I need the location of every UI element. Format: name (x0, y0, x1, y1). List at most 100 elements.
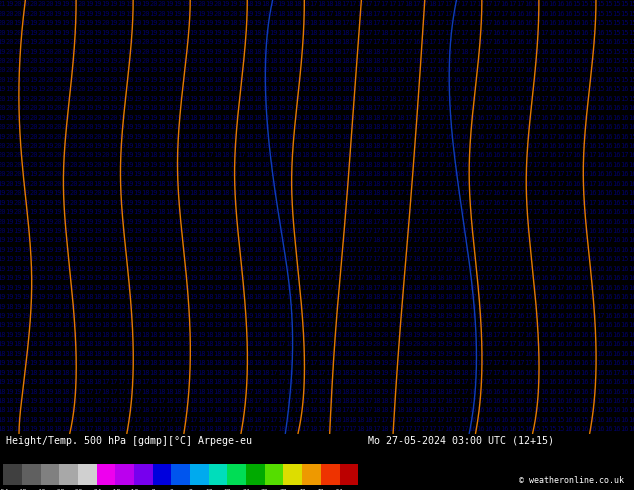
Text: 19: 19 (93, 58, 102, 64)
Text: 16: 16 (469, 86, 477, 92)
Text: 20: 20 (13, 77, 22, 83)
Text: 19: 19 (261, 20, 269, 26)
Text: 18: 18 (213, 379, 221, 385)
Text: 20: 20 (61, 124, 70, 130)
Text: 18: 18 (53, 332, 62, 338)
Text: 19: 19 (373, 369, 381, 376)
Text: 16: 16 (612, 247, 621, 253)
Text: 16: 16 (540, 389, 548, 394)
Text: 16: 16 (452, 134, 461, 140)
Text: 18: 18 (333, 1, 341, 7)
Text: 18: 18 (317, 407, 325, 414)
Text: 19: 19 (141, 219, 150, 224)
Text: 17: 17 (396, 190, 405, 196)
Text: 18: 18 (229, 199, 238, 206)
Text: 19: 19 (86, 162, 94, 168)
Text: 17: 17 (389, 30, 397, 36)
Text: 17: 17 (492, 322, 501, 328)
Text: 18: 18 (365, 143, 373, 149)
Text: 18: 18 (253, 379, 261, 385)
Text: 19: 19 (340, 152, 349, 158)
Text: 20: 20 (46, 39, 54, 45)
Text: 16: 16 (524, 11, 533, 17)
Text: 18: 18 (349, 134, 357, 140)
Text: 19: 19 (86, 1, 94, 7)
Text: 17: 17 (349, 285, 357, 291)
Text: 19: 19 (30, 199, 38, 206)
Text: 17: 17 (524, 247, 533, 253)
Text: 20: 20 (86, 181, 94, 187)
Text: 19: 19 (205, 285, 214, 291)
Text: 17: 17 (365, 30, 373, 36)
Text: 16: 16 (564, 11, 573, 17)
Text: 17: 17 (420, 275, 429, 281)
Text: 19: 19 (420, 313, 429, 319)
Text: 19: 19 (149, 199, 158, 206)
Text: 16: 16 (620, 426, 628, 432)
Text: 18: 18 (269, 181, 278, 187)
Text: 19: 19 (86, 68, 94, 74)
Text: 16: 16 (540, 77, 548, 83)
Text: 17: 17 (340, 256, 349, 262)
Text: 16: 16 (548, 313, 557, 319)
Text: 18: 18 (356, 426, 365, 432)
Text: 19: 19 (429, 360, 437, 366)
Text: 18: 18 (301, 181, 309, 187)
Text: 18: 18 (229, 303, 238, 310)
Text: 16: 16 (564, 1, 573, 7)
Text: 18: 18 (309, 96, 317, 102)
Text: 18: 18 (221, 143, 230, 149)
Text: 18: 18 (301, 199, 309, 206)
Text: 16: 16 (548, 143, 557, 149)
Text: 18: 18 (261, 96, 269, 102)
Text: 20: 20 (86, 77, 94, 83)
Text: 16: 16 (500, 369, 508, 376)
Text: 17: 17 (444, 20, 453, 26)
Text: 19: 19 (37, 322, 46, 328)
Text: 20: 20 (46, 134, 54, 140)
Text: 16: 16 (476, 39, 485, 45)
Text: 17: 17 (380, 247, 389, 253)
Text: 18: 18 (149, 152, 158, 158)
Text: 16: 16 (612, 407, 621, 414)
Text: 16: 16 (540, 275, 548, 281)
Text: 18: 18 (389, 162, 397, 168)
Text: 18: 18 (277, 143, 285, 149)
Text: 19: 19 (6, 369, 14, 376)
Text: 16: 16 (492, 199, 501, 206)
Text: 18: 18 (245, 351, 254, 357)
Text: 18: 18 (205, 417, 214, 423)
Text: 20: 20 (22, 152, 30, 158)
Text: 18: 18 (46, 332, 54, 338)
Text: 18: 18 (333, 389, 341, 394)
Text: 19: 19 (22, 407, 30, 414)
Text: 17: 17 (548, 115, 557, 121)
Text: 18: 18 (277, 313, 285, 319)
Text: 18: 18 (149, 360, 158, 366)
Text: 16: 16 (572, 86, 581, 92)
Text: 19: 19 (109, 172, 118, 177)
Text: 17: 17 (508, 285, 517, 291)
Text: 20: 20 (0, 228, 6, 234)
Text: 18: 18 (356, 190, 365, 196)
Text: 19: 19 (6, 322, 14, 328)
Text: 18: 18 (181, 134, 190, 140)
Text: 17: 17 (436, 105, 445, 111)
Text: 17: 17 (396, 219, 405, 224)
Text: 19: 19 (0, 266, 6, 272)
Text: 17: 17 (389, 238, 397, 244)
Text: 18: 18 (269, 134, 278, 140)
Text: 16: 16 (548, 360, 557, 366)
Text: 17: 17 (157, 417, 165, 423)
Text: 19: 19 (13, 20, 22, 26)
Text: 17: 17 (588, 152, 597, 158)
Text: 17: 17 (556, 152, 564, 158)
Text: 19: 19 (22, 332, 30, 338)
Text: 18: 18 (333, 124, 341, 130)
Text: 19: 19 (197, 342, 205, 347)
Text: 15: 15 (612, 58, 621, 64)
Text: 19: 19 (452, 332, 461, 338)
Text: 20: 20 (46, 162, 54, 168)
Text: 18: 18 (380, 30, 389, 36)
Text: 19: 19 (101, 86, 110, 92)
